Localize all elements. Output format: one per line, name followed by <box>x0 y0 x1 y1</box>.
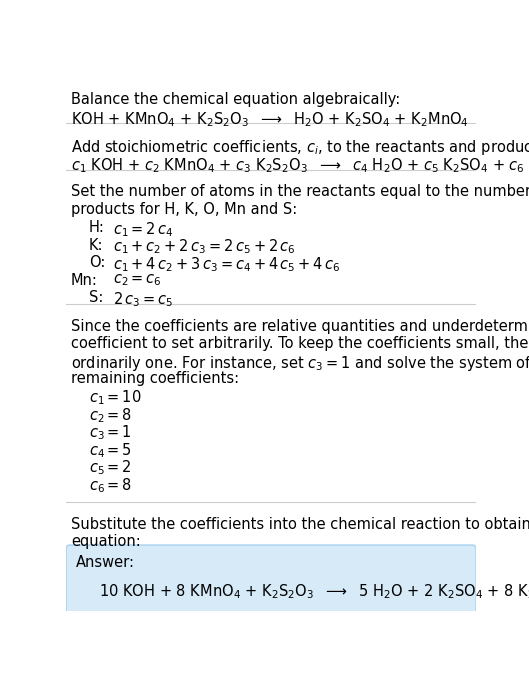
Text: $c_1$ KOH + $c_2$ KMnO$_4$ + $c_3$ K$_2$S$_2$O$_3$  $\longrightarrow$  $c_4$ H$_: $c_1$ KOH + $c_2$ KMnO$_4$ + $c_3$ K$_2$… <box>71 157 529 175</box>
Text: Substitute the coefficients into the chemical reaction to obtain the balanced: Substitute the coefficients into the che… <box>71 517 529 532</box>
Text: K:: K: <box>89 238 103 253</box>
Text: equation:: equation: <box>71 534 141 550</box>
Text: H:: H: <box>89 221 105 235</box>
Text: $c_4 = 5$: $c_4 = 5$ <box>89 441 132 460</box>
Text: $c_1 + c_2 + 2\,c_3 = 2\,c_5 + 2\,c_6$: $c_1 + c_2 + 2\,c_3 = 2\,c_5 + 2\,c_6$ <box>113 238 296 256</box>
Text: coefficient to set arbitrarily. To keep the coefficients small, the arbitrary va: coefficient to set arbitrarily. To keep … <box>71 337 529 351</box>
Text: $c_1 = 10$: $c_1 = 10$ <box>89 389 141 407</box>
Text: $c_1 = 2\,c_4$: $c_1 = 2\,c_4$ <box>113 221 174 239</box>
Text: $c_1 + 4\,c_2 + 3\,c_3 = c_4 + 4\,c_5 + 4\,c_6$: $c_1 + 4\,c_2 + 3\,c_3 = c_4 + 4\,c_5 + … <box>113 255 341 274</box>
Text: Mn:: Mn: <box>71 273 98 288</box>
Text: S:: S: <box>89 290 103 305</box>
Text: $c_6 = 8$: $c_6 = 8$ <box>89 476 132 495</box>
Text: $c_2 = c_6$: $c_2 = c_6$ <box>113 273 162 289</box>
Text: remaining coefficients:: remaining coefficients: <box>71 371 239 386</box>
Text: products for H, K, O, Mn and S:: products for H, K, O, Mn and S: <box>71 202 297 217</box>
Text: $c_2 = 8$: $c_2 = 8$ <box>89 406 132 425</box>
Text: Balance the chemical equation algebraically:: Balance the chemical equation algebraica… <box>71 92 400 107</box>
Text: ordinarily one. For instance, set $c_3 = 1$ and solve the system of equations fo: ordinarily one. For instance, set $c_3 =… <box>71 354 529 373</box>
Text: O:: O: <box>89 255 105 270</box>
Text: Add stoichiometric coefficients, $c_i$, to the reactants and products:: Add stoichiometric coefficients, $c_i$, … <box>71 138 529 157</box>
Text: $c_3 = 1$: $c_3 = 1$ <box>89 424 132 442</box>
Text: $2\,c_3 = c_5$: $2\,c_3 = c_5$ <box>113 290 174 308</box>
Text: Answer:: Answer: <box>76 554 135 570</box>
Text: $c_5 = 2$: $c_5 = 2$ <box>89 458 132 477</box>
Text: 10 KOH + 8 KMnO$_4$ + K$_2$S$_2$O$_3$  $\longrightarrow$  5 H$_2$O + 2 K$_2$SO$_: 10 KOH + 8 KMnO$_4$ + K$_2$S$_2$O$_3$ $\… <box>99 582 529 601</box>
FancyBboxPatch shape <box>66 545 476 620</box>
Text: Set the number of atoms in the reactants equal to the number of atoms in the: Set the number of atoms in the reactants… <box>71 185 529 199</box>
Text: KOH + KMnO$_4$ + K$_2$S$_2$O$_3$  $\longrightarrow$  H$_2$O + K$_2$SO$_4$ + K$_2: KOH + KMnO$_4$ + K$_2$S$_2$O$_3$ $\longr… <box>71 111 469 129</box>
Text: Since the coefficients are relative quantities and underdetermined, choose a: Since the coefficients are relative quan… <box>71 319 529 334</box>
